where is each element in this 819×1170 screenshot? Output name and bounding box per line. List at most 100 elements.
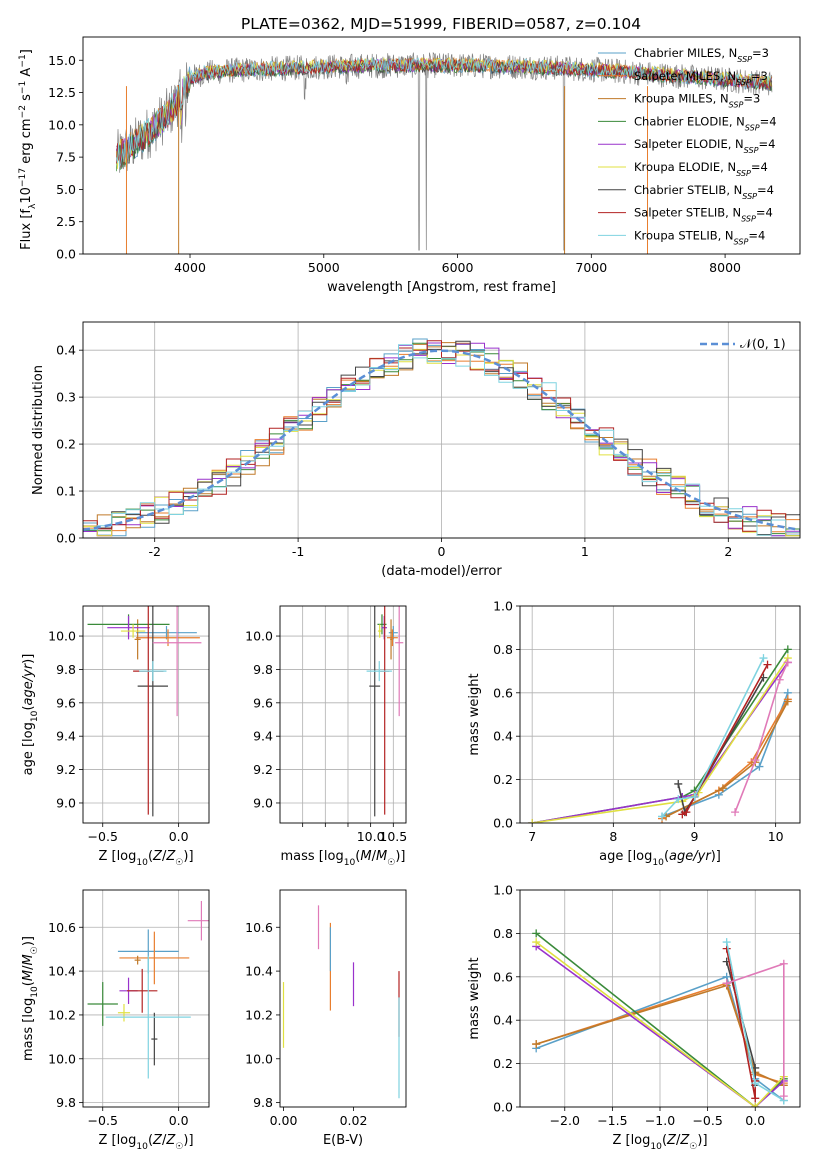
- legend-entry: Chabrier STELIB, NSSP=4: [634, 183, 774, 201]
- weight-line: [725, 948, 756, 1099]
- label-part: Z: [165, 849, 176, 864]
- label-part: Z [: [612, 1133, 630, 1148]
- label-part: 10: [652, 858, 664, 868]
- weight-point: [775, 675, 784, 684]
- x-tick-label: 10: [768, 829, 784, 844]
- label-part: (: [21, 981, 36, 986]
- label-part: /: [162, 1133, 167, 1148]
- legend-entry: Chabrier ELODIE, NSSP=4: [634, 114, 777, 131]
- spectrum-panel: 4000 5000 6000 7000 8000 0.0 2.5 5.0 7.5 10.0 12.5…: [18, 36, 801, 295]
- x-tick-label: −2.0: [550, 1113, 580, 1128]
- weight-point: [731, 808, 740, 817]
- weight-point: [722, 979, 731, 988]
- normal-curve: [83, 349, 800, 532]
- label-part: /: [372, 849, 377, 864]
- label-part: (: [148, 1133, 153, 1148]
- legend-entry: Kroupa STELIB, NSSP=4: [634, 228, 765, 246]
- weight-point: [690, 792, 699, 801]
- weight-point: [722, 938, 731, 947]
- age-vs-metallicity-panel: −0.5 0.09.09.29.49.69.810.0Z [log10(Z/Z☉)…: [21, 605, 210, 868]
- weight-point: [759, 654, 768, 663]
- x-tick-label: 9: [691, 829, 699, 844]
- label-part: Chabrier ELODIE, N: [634, 114, 745, 128]
- x-axis-label: Z [log10(Z/Z☉)]: [98, 1133, 193, 1152]
- x-tick-label: −0.5: [692, 1113, 722, 1128]
- label-part: Kroupa MILES, N: [634, 92, 729, 106]
- weight-line: [532, 657, 789, 823]
- y-tick-label: 0.8: [493, 926, 513, 941]
- y-tick-label: 10.2: [245, 1007, 273, 1022]
- y-tick-label: 9.2: [253, 762, 273, 777]
- y-tick-label: 10.4: [48, 964, 76, 979]
- label-part: Z: [165, 1133, 176, 1148]
- y-axis-label: Normed distribution: [31, 365, 46, 495]
- y-tick-label: 0.4: [493, 1013, 513, 1028]
- label-part: )]: [395, 849, 405, 864]
- error-bars: [366, 606, 404, 817]
- error-bars: [282, 905, 400, 1099]
- label-part: SSP: [736, 77, 751, 86]
- weight-point: [674, 779, 683, 788]
- label-part: 10: [19, 187, 34, 204]
- label-part: mass [: [280, 849, 323, 864]
- label-part: λ: [28, 203, 38, 209]
- legend-entry: Salpeter ELODIE, NSSP=4: [634, 137, 775, 155]
- y-tick-label: 0.1: [56, 484, 76, 499]
- axes-frame: [279, 889, 407, 1108]
- x-axis-label: Z [log10(Z/Z☉)]: [98, 849, 193, 868]
- label-part: ☉: [689, 1142, 697, 1152]
- y-tick-label: 0.4: [493, 729, 513, 744]
- label-part: age [: [21, 742, 36, 775]
- mass-vs-extinction-panel: 0.00 0.02 9.8 10.0 10.2 10.4 10.6 E(B-V): [245, 889, 407, 1148]
- weight-point: [783, 658, 792, 667]
- label-part: Salpeter MILES, N: [634, 69, 736, 83]
- y-axis-label: mass weight: [467, 673, 482, 755]
- y-tick-label: 10.0: [48, 629, 76, 644]
- axes-frame: [519, 605, 801, 824]
- label-part: ☉: [175, 858, 183, 868]
- label-part: =4: [748, 228, 765, 242]
- x-axis-label: (data-model)/error: [381, 564, 502, 579]
- weight-line: [665, 701, 789, 818]
- label-part: M: [376, 849, 387, 864]
- y-tick-label: 0.0: [493, 1100, 513, 1115]
- legend-entry: Salpeter STELIB, NSSP=4: [634, 206, 773, 224]
- weight-point: [751, 1103, 760, 1107]
- weight-point: [678, 810, 687, 819]
- error-bars: [87, 900, 209, 1079]
- y-tick-label: 9.4: [56, 729, 76, 744]
- label-part: Salpeter STELIB, N: [634, 206, 741, 220]
- label-part: SSP: [736, 169, 751, 178]
- label-part: =4: [760, 114, 777, 128]
- label-part: 10: [136, 858, 148, 868]
- label-part: ☉: [175, 1142, 183, 1152]
- label-part: log: [633, 849, 653, 864]
- label-part: SSP: [737, 55, 752, 64]
- x-axis-label: E(B-V): [323, 1133, 363, 1148]
- x-tick-label: 0.02: [340, 1113, 368, 1128]
- x-tick-label: 7000: [575, 260, 607, 275]
- y-tick-label: 10.6: [48, 920, 76, 935]
- label-part: log: [324, 849, 344, 864]
- axes-frame: [82, 321, 801, 539]
- y-tick-label: 10.2: [48, 1007, 76, 1022]
- x-tick-label: 10.5: [379, 829, 407, 844]
- label-part: (: [355, 849, 360, 864]
- x-tick-label: 4000: [174, 260, 206, 275]
- weight-point: [783, 697, 792, 706]
- y-tick-label: 10.4: [245, 964, 273, 979]
- label-part: log: [21, 722, 36, 742]
- label-part: 10: [30, 710, 40, 722]
- weight-point: [658, 812, 667, 821]
- y-tick-label: 0.0: [56, 531, 76, 546]
- y-tick-label: 9.8: [56, 1095, 76, 1110]
- label-part: ☉: [387, 858, 395, 868]
- label-part: /: [676, 1133, 681, 1148]
- label-part: =3: [743, 92, 760, 106]
- y-axis-label: mass weight: [467, 957, 482, 1039]
- label-part: (: [148, 849, 153, 864]
- x-tick-label: 7: [528, 829, 536, 844]
- y-tick-label: 10.6: [245, 920, 273, 935]
